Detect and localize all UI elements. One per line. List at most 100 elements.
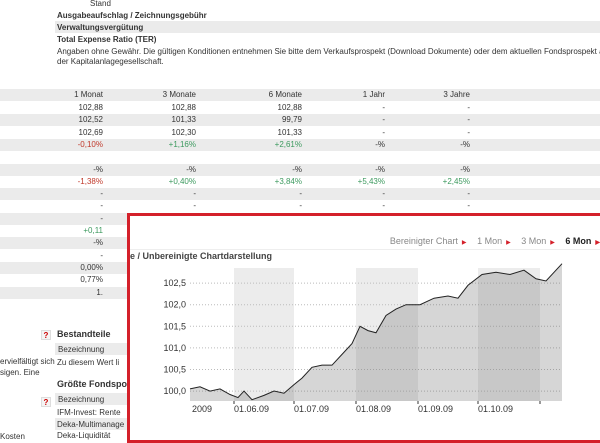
y-tick-label: 102,5 xyxy=(163,278,186,288)
table-cell: 102,52 xyxy=(78,115,103,125)
table-cell: -% xyxy=(460,139,470,149)
table-row: +0,11 xyxy=(0,225,600,237)
holding-item[interactable]: Deka-Liquidität xyxy=(57,431,111,440)
column-header: Bezeichnung xyxy=(58,395,105,404)
column-header: Bezeichnung xyxy=(58,345,105,354)
stand-label: Stand xyxy=(90,0,111,8)
area-fill xyxy=(190,263,562,401)
table-cell: - xyxy=(382,189,385,199)
table-cell: +1,16% xyxy=(168,139,196,149)
table-cell: +2,45% xyxy=(442,176,470,186)
table-cell: -% xyxy=(93,164,103,174)
table-cell: - xyxy=(467,115,470,125)
table-row: - xyxy=(0,250,600,262)
table-cell: 101,33 xyxy=(277,127,302,137)
table-row: 102,69 102,30 101,33 - - xyxy=(0,127,600,139)
table-cell: - xyxy=(382,201,385,211)
table-cell: 0,77% xyxy=(80,275,103,285)
table-cell: 101,33 xyxy=(171,115,196,125)
table-cell: - xyxy=(100,201,103,211)
table-cell: - xyxy=(467,189,470,199)
table-cell: +2,61% xyxy=(274,139,302,149)
no-data-text: Zu diesem Wert li xyxy=(57,358,120,367)
fee-row-bg xyxy=(55,21,600,33)
table-cell: 102,88 xyxy=(78,103,103,112)
chart-panel: Bereinigter Chart ▶ 1 Mon ▶ 3 Mon ▶ 6 Mon ▶ … xyxy=(127,213,600,443)
arrow-right-icon: ▶ xyxy=(550,240,555,246)
x-tick-label: 01.06.09 xyxy=(234,404,269,414)
table-cell: 102,88 xyxy=(171,103,196,112)
top-holdings-heading: Größte Fondspo xyxy=(57,379,127,389)
x-tick-label: 2009 xyxy=(192,404,212,414)
column-header: 3 Monate xyxy=(162,90,196,99)
table-cell: - xyxy=(100,189,103,199)
table-cell: -% xyxy=(375,139,385,149)
table-cell: -% xyxy=(186,164,196,174)
range-1-month[interactable]: 1 Mon ▶ xyxy=(477,236,511,246)
table-row: 102,88 102,88 102,88 - - xyxy=(0,102,600,114)
y-tick-label: 102,0 xyxy=(163,300,186,310)
y-tick-label: 101,0 xyxy=(163,343,186,353)
table-cell: 1. xyxy=(96,287,103,297)
x-tick-label: 01.07.09 xyxy=(294,404,329,414)
y-tick-label: 100,5 xyxy=(163,364,186,374)
column-header: 1 Jahr xyxy=(362,90,385,99)
table-cell: +0,40% xyxy=(168,176,196,186)
help-icon[interactable]: ? xyxy=(41,397,51,407)
table-cell: 99,79 xyxy=(281,115,302,125)
chart-title: e / Unbereinigte Chartdarstellung xyxy=(130,251,273,261)
arrow-right-icon: ▶ xyxy=(595,240,600,246)
table-cell: -% xyxy=(460,164,470,174)
table-cell: - xyxy=(467,127,470,137)
table-row: -1,38% +0,40% +3,84% +5,43% +2,45% xyxy=(0,176,600,188)
fee-row-ausgabeaufschlag: Ausgabeaufschlag / Zeichnungsgebühr xyxy=(57,11,207,20)
table-row: -% -% -% -% -% xyxy=(0,163,600,176)
table-cell: - xyxy=(193,189,196,199)
table-cell: - xyxy=(467,201,470,211)
table-cell: 102,30 xyxy=(171,127,196,137)
table-cell: - xyxy=(100,250,103,260)
table-cell: -0,10% xyxy=(77,139,103,149)
table-cell: 0,00% xyxy=(80,262,103,272)
column-header: 6 Monate xyxy=(268,90,302,99)
arrow-right-icon: ▶ xyxy=(506,240,511,246)
table-cell: - xyxy=(382,127,385,137)
price-chart: 100,0 100,5 101,0 101,5 102,0 102,5 2009 01.06.… xyxy=(163,263,563,414)
column-header: 1 Monat xyxy=(74,90,103,99)
disclaimer-2: der Kapitalanlagegesellschaft. xyxy=(57,57,164,66)
price-line xyxy=(189,263,563,401)
table-cell: 102,69 xyxy=(78,127,103,137)
y-tick-label: 101,5 xyxy=(163,321,186,331)
arrow-right-icon: ▶ xyxy=(461,240,467,246)
table-cell: -% xyxy=(292,164,302,174)
range-6-months[interactable]: 6 Mon ▶ xyxy=(565,236,600,246)
help-icon[interactable]: ? xyxy=(41,330,51,340)
holding-item[interactable]: IFM-Invest: Rente xyxy=(57,408,121,417)
x-tick-label: 01.08.09 xyxy=(356,404,391,414)
table-cell: 102,88 xyxy=(277,103,302,112)
holding-item[interactable]: Deka-Multimanage xyxy=(57,420,125,429)
month-band xyxy=(356,268,418,401)
month-band xyxy=(478,268,540,401)
chart-range-nav: Bereinigter Chart ▶ 1 Mon ▶ 3 Mon ▶ 6 Mon ▶ xyxy=(382,236,600,246)
table-cell: - xyxy=(299,189,302,199)
table-cell: - xyxy=(382,103,385,112)
table-cell: -% xyxy=(93,238,103,248)
table-row: -0,10% +1,16% +2,61% -% -% xyxy=(0,138,600,151)
table-header-row: 1 Monat 3 Monate 6 Monate 1 Jahr 3 Jahre xyxy=(0,89,600,101)
table-cell: - xyxy=(382,115,385,125)
text-fragment: Kosten xyxy=(0,432,25,441)
table-cell: +3,84% xyxy=(274,176,302,186)
table-cell: +5,43% xyxy=(357,176,385,186)
range-3-months[interactable]: 3 Mon ▶ xyxy=(521,236,555,246)
table-cell: +0,11 xyxy=(83,226,103,235)
table-row: ----- xyxy=(0,200,600,212)
fee-row-ter: Total Expense Ratio (TER) xyxy=(57,35,157,44)
column-header: 3 Jahre xyxy=(443,90,470,99)
table-cell: - xyxy=(467,103,470,112)
table-cell: - xyxy=(299,201,302,211)
table-cell: -% xyxy=(375,164,385,174)
bestandteile-heading: Bestandteile xyxy=(57,329,111,339)
x-tick-label: 01.09.09 xyxy=(418,404,453,414)
adjusted-chart-link[interactable]: Bereinigter Chart ▶ xyxy=(389,236,467,246)
